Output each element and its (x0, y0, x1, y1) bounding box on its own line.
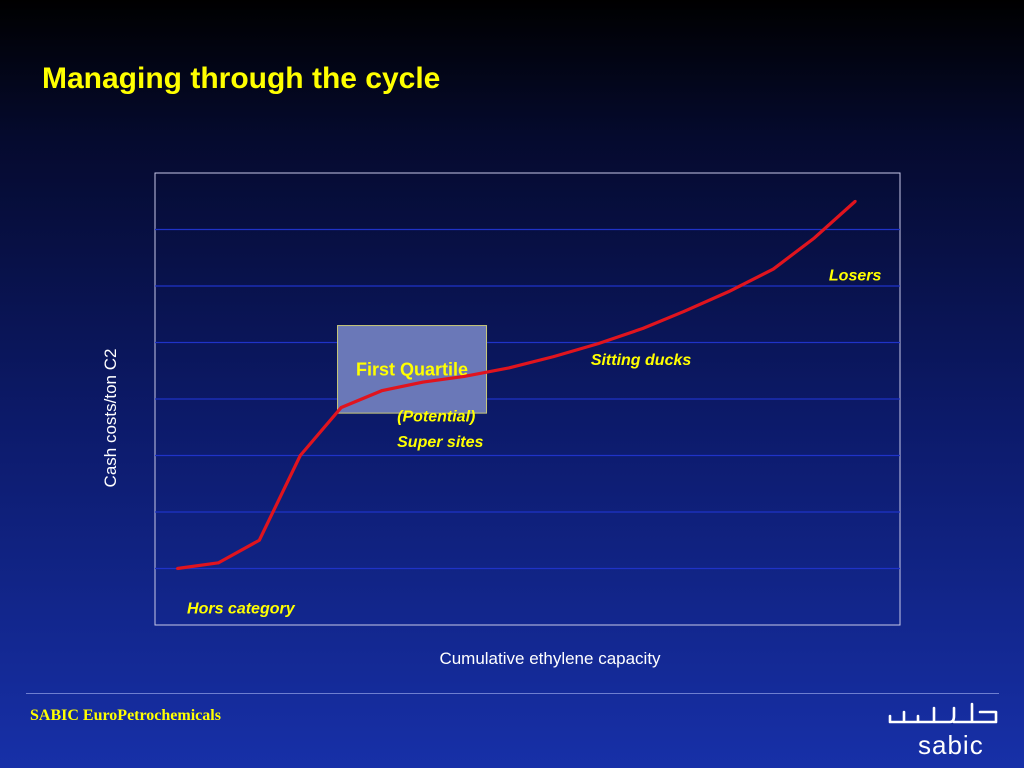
annotations: Losers Sitting ducks (Potential) Super site… (187, 267, 881, 617)
curve-point (462, 375, 466, 378)
curve-point (727, 290, 731, 294)
curve-point (257, 538, 261, 542)
annotation-potential: (Potential) (397, 409, 475, 426)
curve-point (175, 567, 179, 570)
curve-point (380, 389, 384, 392)
curve-point (552, 355, 555, 359)
curve-point (507, 366, 511, 370)
curve-point (339, 406, 343, 409)
curve-point (421, 380, 425, 384)
curve-point (771, 267, 775, 271)
sabic-logo-wordmark: sabic (918, 730, 984, 760)
curve-point (853, 199, 857, 203)
grid-lines (155, 228, 900, 570)
slide-title: Managing through the cycle (42, 62, 441, 95)
curve-point (812, 236, 816, 240)
curve-point (216, 561, 220, 565)
cost-curve-series (175, 199, 857, 571)
footer-divider (26, 693, 999, 694)
curve-point (682, 310, 686, 313)
annotation-losers: Losers (829, 267, 882, 284)
annotation-sitting-ducks: Sitting ducks (591, 352, 692, 369)
curve-point (641, 326, 645, 330)
y-axis-label: Cash costs/ton C2 (101, 349, 120, 488)
sabic-logo-icon (888, 702, 998, 724)
cost-curve-line (177, 200, 857, 571)
x-axis-label: Cumulative ethylene capacity (439, 649, 661, 668)
annotation-super-sites: Super sites (397, 434, 483, 451)
curve-point (596, 342, 600, 346)
annotation-hors-category: Hors category (187, 601, 296, 618)
first-quartile-label: First Quartile (356, 359, 468, 379)
curve-point (298, 454, 302, 457)
footer-company-name: SABIC EuroPetrochemicals (30, 707, 221, 724)
